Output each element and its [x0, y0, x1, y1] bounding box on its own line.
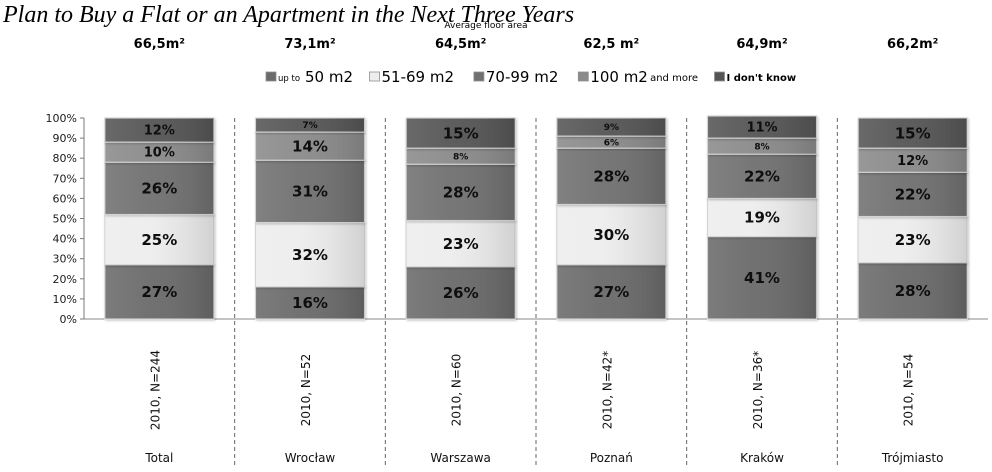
y-tick-label: 0%: [60, 313, 77, 326]
average-floor-area-label: 64,9m²: [736, 37, 787, 52]
data-label: 25%: [141, 231, 177, 249]
data-label: 10%: [144, 146, 175, 161]
data-label: 31%: [292, 183, 328, 201]
data-label: 28%: [593, 168, 629, 186]
data-label: 32%: [292, 246, 328, 264]
legend-label-2: 70-99 m2: [486, 68, 559, 86]
sample-label: 2010, N=52: [299, 354, 313, 426]
chart-subtitle: Average floor area: [444, 21, 527, 31]
legend-swatch-4: [714, 71, 725, 82]
data-label: 26%: [141, 180, 177, 198]
data-label: 23%: [895, 231, 931, 249]
data-label: 16%: [292, 294, 328, 312]
y-tick-label: 20%: [53, 273, 77, 286]
sample-label: 2010, N=244: [148, 350, 162, 430]
y-tick-label: 80%: [53, 152, 77, 165]
sample-label: 2010, N=42*: [600, 351, 614, 429]
y-tick-label: 50%: [53, 213, 77, 226]
data-label: 41%: [744, 269, 780, 287]
category-label: Trójmiasto: [881, 451, 944, 465]
data-label: 19%: [744, 209, 780, 227]
data-label: 27%: [141, 283, 177, 301]
y-tick-label: 100%: [46, 112, 77, 125]
sample-label: 2010, N=36*: [751, 351, 765, 429]
legend-label-3: 100 m2: [590, 68, 648, 86]
legend-swatch-1: [369, 71, 380, 82]
data-label: 15%: [895, 124, 931, 142]
average-floor-area-label: 73,1m²: [284, 37, 335, 52]
data-label: 26%: [443, 284, 479, 302]
category-label: Wrocław: [285, 451, 336, 465]
category-label: Total: [144, 451, 173, 465]
data-label: 28%: [443, 184, 479, 202]
data-label: 8%: [453, 152, 468, 162]
y-tick-label: 40%: [53, 233, 77, 246]
data-label: 22%: [895, 186, 931, 204]
average-floor-area-label: 62,5 m²: [583, 37, 639, 52]
data-label: 27%: [593, 283, 629, 301]
category-label: Poznań: [590, 451, 633, 465]
y-tick-label: 10%: [53, 293, 77, 306]
legend-swatch-3: [577, 71, 589, 82]
data-label: 9%: [604, 123, 619, 133]
chart-title: Plan to Buy a Flat or an Apartment in th…: [2, 2, 574, 28]
legend-label-0: 50 m2: [305, 68, 353, 86]
y-tick-label: 60%: [53, 192, 77, 205]
legend-label-1: 51-69 m2: [382, 68, 455, 86]
average-floor-area-label: 66,5m²: [134, 37, 185, 52]
data-label: 30%: [593, 226, 629, 244]
average-floor-area-label: 64,5m²: [435, 37, 486, 52]
data-label: 28%: [895, 282, 931, 300]
legend-swatch-2: [473, 71, 485, 82]
category-label: Warszawa: [430, 451, 490, 465]
data-label: 11%: [746, 121, 777, 136]
data-label: 15%: [443, 124, 479, 142]
sample-label: 2010, N=54: [902, 354, 916, 426]
legend-swatch-0: [265, 71, 277, 82]
data-label: 23%: [443, 235, 479, 253]
legend-label-0-prefix: up to: [278, 74, 300, 84]
sample-label: 2010, N=60: [450, 354, 464, 426]
y-tick-label: 70%: [53, 172, 77, 185]
data-label: 7%: [302, 121, 317, 131]
legend-label-4: I don't know: [727, 73, 797, 84]
average-floor-area-label: 66,2m²: [887, 37, 938, 52]
y-tick-label: 30%: [53, 253, 77, 266]
data-label: 6%: [604, 138, 619, 148]
data-label: 14%: [292, 137, 328, 155]
y-tick-label: 90%: [53, 132, 77, 145]
data-label: 8%: [754, 142, 769, 152]
data-label: 12%: [897, 154, 928, 169]
category-label: Kraków: [740, 451, 784, 465]
legend-label-3-suffix: and more: [650, 73, 698, 84]
data-label: 22%: [744, 168, 780, 186]
data-label: 12%: [144, 124, 175, 139]
